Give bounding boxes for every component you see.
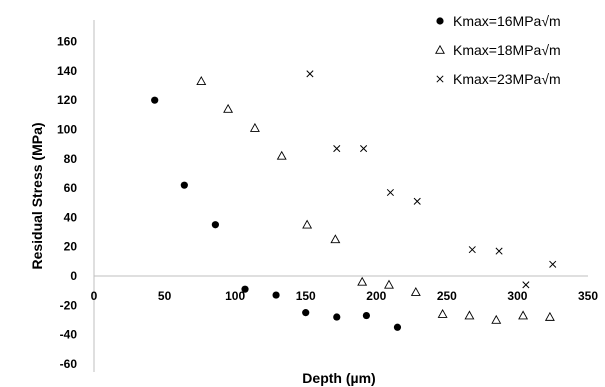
data-point <box>331 235 339 243</box>
data-point <box>394 324 401 331</box>
x-tick-label: 0 <box>91 289 98 303</box>
data-point <box>241 286 248 293</box>
y-axis-title: Residual Stress (MPa) <box>29 122 45 269</box>
data-point <box>387 189 393 195</box>
legend-marker <box>436 17 443 24</box>
data-point <box>546 313 554 321</box>
y-tick-label: 100 <box>57 123 77 137</box>
data-point <box>550 261 556 267</box>
legend-item: Kmax=18MPa√m <box>436 42 561 58</box>
data-point <box>358 278 366 286</box>
data-point <box>181 182 188 189</box>
x-axis-title: Depth (µm) <box>302 370 375 386</box>
x-tick-label: 50 <box>158 289 172 303</box>
data-point <box>151 97 158 104</box>
legend: Kmax=16MPa√m Kmax=18MPa√m Kmax=23MPa√m <box>436 13 561 87</box>
data-point <box>360 145 366 151</box>
data-points <box>151 71 556 331</box>
y-tick-label: 0 <box>70 269 77 283</box>
y-tick-label: 120 <box>57 93 77 107</box>
y-tick-label: 160 <box>57 35 77 49</box>
data-point <box>303 221 311 229</box>
data-point <box>333 313 340 320</box>
legend-marker <box>436 46 444 54</box>
data-point <box>519 311 527 319</box>
data-point <box>272 291 279 298</box>
data-point <box>385 281 393 289</box>
data-point <box>302 309 309 316</box>
y-tick-label: -20 <box>60 298 78 312</box>
data-point <box>465 311 473 319</box>
legend-item: Kmax=16MPa√m <box>436 13 560 29</box>
x-tick-labels: 0 50 100 150 200 250 300 350 <box>91 289 599 303</box>
data-point <box>363 312 370 319</box>
series-3 <box>307 71 556 288</box>
data-point <box>278 152 286 160</box>
data-point <box>414 198 420 204</box>
data-point <box>496 248 502 254</box>
legend-item: Kmax=23MPa√m <box>437 71 561 87</box>
data-point <box>492 316 500 324</box>
data-point <box>224 105 232 113</box>
y-tick-label: 60 <box>64 181 78 195</box>
legend-label: Kmax=23MPa√m <box>453 71 561 87</box>
data-point <box>438 310 446 318</box>
y-tick-labels: -60 -40 -20 0 20 40 60 80 100 120 140 160 <box>57 35 77 371</box>
x-tick-label: 150 <box>296 289 316 303</box>
data-point <box>197 77 205 85</box>
x-tick-label: 250 <box>437 289 457 303</box>
y-tick-label: -60 <box>60 357 78 371</box>
series-1 <box>151 97 401 331</box>
data-point <box>523 282 529 288</box>
y-tick-label: 40 <box>64 210 78 224</box>
data-point <box>212 221 219 228</box>
data-point <box>412 288 420 296</box>
x-tick-label: 300 <box>507 289 527 303</box>
data-point <box>307 71 313 77</box>
data-point <box>334 145 340 151</box>
x-tick-label: 200 <box>366 289 386 303</box>
y-tick-label: 140 <box>57 64 77 78</box>
y-tick-label: 80 <box>64 152 78 166</box>
data-point <box>469 246 475 252</box>
series-2 <box>197 77 554 323</box>
legend-label: Kmax=16MPa√m <box>453 13 561 29</box>
x-tick-label: 350 <box>578 289 598 303</box>
data-point <box>251 124 259 132</box>
legend-label: Kmax=18MPa√m <box>453 42 561 58</box>
y-tick-label: 20 <box>64 240 78 254</box>
y-tick-label: -40 <box>60 328 78 342</box>
legend-marker <box>437 76 443 82</box>
